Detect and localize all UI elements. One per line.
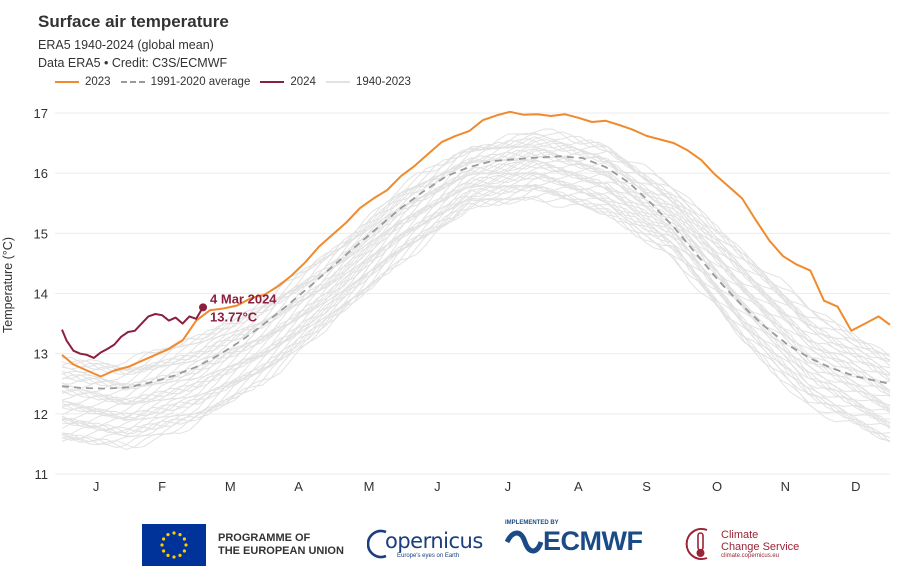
legend-item-2024[interactable]: 2024 [260, 76, 316, 88]
implemented-by-text: IMPLEMENTED BY [505, 520, 559, 526]
series-lines [61, 110, 891, 390]
historical-year-line [61, 171, 891, 427]
historical-year-line [61, 162, 891, 403]
x-tick-label: J [505, 479, 512, 494]
x-tick-label: J [93, 479, 100, 494]
historical-year-line [61, 151, 891, 389]
historical-year-line [61, 184, 891, 434]
historical-year-line [61, 186, 891, 445]
ccs-text-line1: Climate [721, 529, 759, 541]
historical-year-line [61, 195, 891, 449]
y-tick-label: 15 [34, 226, 48, 241]
annotation-date: 4 Mar 2024 [210, 291, 277, 306]
historical-year-line [61, 145, 891, 387]
historical-year-line [61, 185, 891, 436]
climate-change-service-logo: Climate Change Service climate.copernicu… [683, 524, 799, 564]
ecmwf-text: ECMWF [543, 526, 643, 556]
ecmwf-wave-icon [505, 530, 543, 553]
legend-label-2023: 2023 [85, 76, 111, 88]
chart-credit: Data ERA5 • Credit: C3S/ECMWF [38, 56, 228, 70]
eu-flag-icon [142, 524, 206, 566]
legend-swatch-average [120, 81, 145, 83]
x-tick-label: J [434, 479, 441, 494]
eu-text-line2: THE EUROPEAN UNION [218, 545, 344, 557]
x-tick-label: S [642, 479, 651, 494]
x-tick-label: A [574, 479, 583, 494]
copernicus-subtext: Europe's eyes on Earth [397, 553, 460, 559]
x-tick-label: F [158, 479, 166, 494]
y-tick-label: 16 [34, 166, 48, 181]
footer-logos: PROGRAMME OF THE EUROPEAN UNION opernicu… [0, 518, 900, 580]
x-tick-label: N [781, 479, 790, 494]
historical-year-line [61, 135, 891, 373]
legend-label-average: 1991-2020 average [150, 76, 251, 88]
legend-item-historical[interactable]: 1940-2023 [325, 76, 411, 88]
historical-year-line [61, 136, 891, 378]
x-tick-label: M [225, 479, 236, 494]
grid-lines [55, 112, 890, 475]
annotation-value: 13.77°C [210, 309, 258, 324]
temperature-chart: 11 12 13 14 15 16 17 J F M A M J J A S O N D 4 Mar 2024 13… [1, 106, 891, 494]
x-tick-label: A [294, 479, 303, 494]
chart-subtitle: ERA5 1940-2024 (global mean) [38, 38, 214, 52]
annotation-point [199, 303, 208, 312]
series-line-2024 [61, 306, 204, 359]
annotation: 4 Mar 2024 13.77°C [199, 291, 277, 324]
ecmwf-logo: IMPLEMENTED BY ECMWF [505, 520, 643, 557]
x-tick-label: D [851, 479, 860, 494]
legend-label-historical: 1940-2023 [355, 76, 411, 88]
x-tick-label: M [364, 479, 375, 494]
copernicus-text: opernicus [385, 529, 483, 553]
historical-year-line [61, 149, 891, 397]
historical-year-line [61, 132, 891, 371]
eu-logo: PROGRAMME OF THE EUROPEAN UNION [142, 524, 344, 566]
historical-year-line [61, 128, 891, 367]
historical-year-line [61, 164, 891, 416]
y-axis: 11 12 13 14 15 16 17 [34, 106, 48, 482]
eu-text-line1: PROGRAMME OF [218, 532, 311, 544]
historical-year-line [61, 138, 891, 382]
chart-title: Surface air temperature [38, 12, 229, 31]
historical-year-line [61, 160, 891, 413]
y-tick-label: 14 [34, 287, 48, 302]
copernicus-c-icon [367, 529, 387, 559]
historical-year-line [61, 184, 891, 443]
y-tick-label: 13 [34, 347, 48, 362]
historical-year-line [61, 153, 891, 401]
legend-swatch-2023 [55, 81, 79, 83]
legend-label-2024: 2024 [290, 76, 316, 88]
legend-swatch-historical [325, 81, 350, 83]
thermometer-icon [685, 528, 708, 560]
series-line-2023 [61, 110, 891, 378]
y-tick-label: 17 [34, 106, 48, 121]
x-tick-label: O [712, 479, 722, 494]
historical-year-line [61, 171, 891, 419]
historical-lines [61, 128, 891, 451]
historical-year-line [61, 159, 891, 403]
legend-swatch-2024 [260, 81, 285, 83]
y-tick-label: 12 [34, 407, 48, 422]
ccs-text-line2: Change Service [721, 541, 800, 553]
y-tick-label: 11 [35, 467, 49, 482]
legend-item-2023[interactable]: 2023 [55, 76, 111, 88]
historical-year-line [61, 174, 891, 431]
y-axis-label: Temperature (°C) [1, 237, 15, 333]
legend-item-average[interactable]: 1991-2020 average [120, 76, 251, 88]
chart-legend: 2023 1991-2020 average 2024 1940-2023 [55, 76, 411, 88]
series-line-1991-2020-average [61, 155, 891, 390]
copernicus-logo: opernicus Europe's eyes on Earth [367, 524, 483, 564]
ccs-subtext: climate.copernicus.eu [721, 553, 780, 559]
